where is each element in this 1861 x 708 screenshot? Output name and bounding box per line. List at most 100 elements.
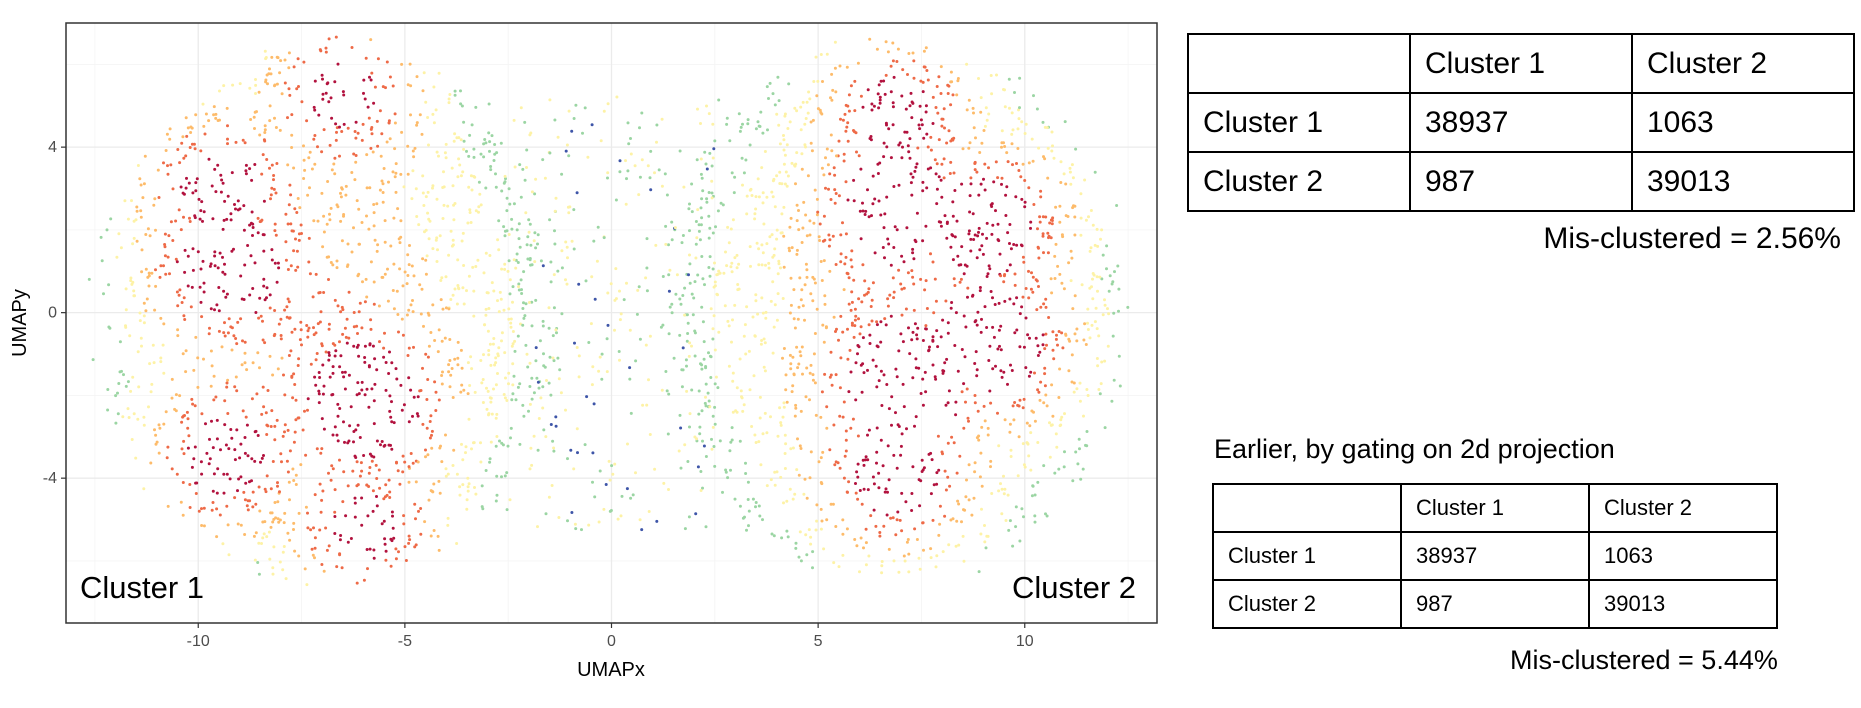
data-point xyxy=(613,328,616,332)
data-point xyxy=(494,444,498,448)
data-point xyxy=(920,458,924,462)
data-point xyxy=(181,135,185,139)
data-point xyxy=(444,275,448,279)
data-point xyxy=(960,182,964,186)
data-point xyxy=(987,166,990,170)
data-point xyxy=(939,335,943,339)
data-point xyxy=(351,469,355,473)
data-point xyxy=(1084,343,1088,346)
data-point xyxy=(708,274,712,278)
data-point xyxy=(984,546,988,550)
data-point xyxy=(146,227,150,231)
data-point xyxy=(176,148,180,151)
data-point xyxy=(697,229,701,233)
data-point xyxy=(406,172,410,176)
data-point xyxy=(327,322,331,326)
data-point xyxy=(379,154,383,158)
data-point xyxy=(614,297,618,301)
data-point xyxy=(199,209,203,213)
data-point xyxy=(841,415,845,419)
data-point xyxy=(310,547,314,551)
data-point xyxy=(1013,91,1016,94)
data-point xyxy=(488,149,491,153)
data-point xyxy=(817,235,821,239)
data-point xyxy=(683,286,687,290)
data-point xyxy=(431,184,435,188)
data-point xyxy=(490,412,494,416)
data-point xyxy=(366,567,369,571)
data-point xyxy=(505,508,509,512)
data-point xyxy=(560,312,564,316)
data-point xyxy=(392,536,396,540)
data-point xyxy=(289,222,293,226)
data-point xyxy=(885,195,889,199)
data-point xyxy=(312,326,315,330)
data-point xyxy=(907,570,911,574)
data-point xyxy=(338,458,341,462)
data-point xyxy=(567,211,571,215)
data-point xyxy=(116,391,119,395)
data-point xyxy=(568,205,572,209)
data-point xyxy=(910,509,914,512)
data-point xyxy=(962,426,966,430)
data-point xyxy=(1049,236,1053,240)
data-point xyxy=(306,526,310,530)
data-point xyxy=(352,325,356,329)
data-point xyxy=(430,489,434,493)
data-point xyxy=(730,438,734,442)
data-point xyxy=(1019,175,1023,179)
data-point xyxy=(306,408,309,412)
data-point xyxy=(710,447,714,451)
data-point xyxy=(487,413,490,417)
data-point xyxy=(1058,204,1062,208)
data-point xyxy=(725,264,729,268)
data-point xyxy=(967,146,971,150)
data-point xyxy=(187,181,191,185)
data-point xyxy=(350,46,354,49)
data-point xyxy=(1068,170,1072,174)
data-point xyxy=(946,475,950,479)
data-point xyxy=(1049,277,1053,281)
data-point xyxy=(776,434,780,438)
data-point xyxy=(897,570,901,574)
data-point xyxy=(1098,275,1102,279)
data-point xyxy=(1069,249,1073,253)
data-point xyxy=(683,443,687,447)
data-point xyxy=(837,194,841,198)
data-point xyxy=(465,498,469,502)
data-point xyxy=(429,534,433,538)
data-point xyxy=(882,226,886,230)
data-point xyxy=(530,324,534,328)
data-point xyxy=(276,261,280,265)
data-point xyxy=(807,528,811,532)
data-point xyxy=(1110,399,1114,403)
data-point xyxy=(405,282,409,286)
data-point xyxy=(348,424,352,428)
data-point xyxy=(201,102,205,106)
data-point xyxy=(459,89,462,93)
data-point xyxy=(596,225,600,229)
data-point xyxy=(495,493,499,497)
data-point xyxy=(975,170,979,174)
data-point xyxy=(935,482,939,486)
data-point xyxy=(317,389,321,393)
data-point xyxy=(990,232,994,236)
data-point xyxy=(496,299,499,303)
data-point xyxy=(405,313,409,317)
data-point xyxy=(248,293,252,297)
data-point xyxy=(226,412,230,415)
data-point xyxy=(758,125,762,128)
data-point xyxy=(219,190,223,194)
table-cell: 39013 xyxy=(1588,579,1778,629)
data-point xyxy=(740,156,744,160)
data-point xyxy=(259,314,263,318)
data-point xyxy=(929,166,933,170)
data-point xyxy=(1103,426,1107,430)
data-point xyxy=(243,340,247,344)
data-point xyxy=(309,362,313,366)
data-point xyxy=(467,274,471,278)
data-point xyxy=(922,548,925,552)
data-point xyxy=(862,487,866,491)
data-point xyxy=(851,417,855,421)
data-point xyxy=(294,237,297,241)
